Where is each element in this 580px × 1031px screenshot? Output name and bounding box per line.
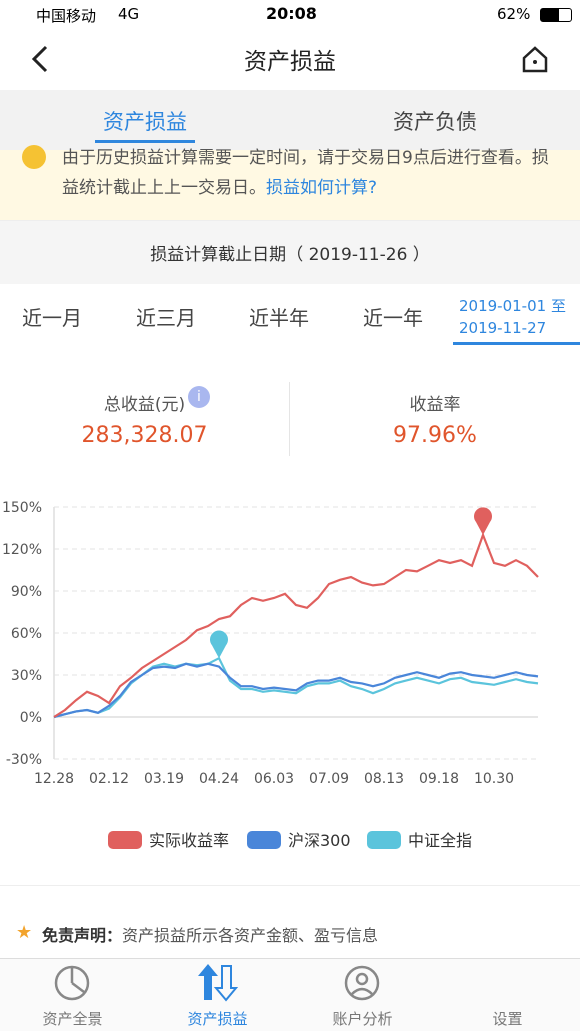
period[interactable]: 近一月 bbox=[22, 306, 82, 330]
page-title: 资产损益 bbox=[244, 49, 336, 75]
carrier: 中国移动 bbox=[36, 7, 97, 25]
disclaimer-title: 免责声明： bbox=[42, 926, 123, 945]
tab[interactable]: 资产负债 bbox=[393, 110, 477, 134]
separator bbox=[0, 885, 580, 886]
stat-label: 收益率 bbox=[409, 395, 461, 415]
bottom-nav bbox=[0, 958, 580, 1031]
stat-value: 283,328.07 bbox=[81, 423, 208, 448]
x-tick-label: 12.28 bbox=[34, 771, 74, 787]
back-button[interactable] bbox=[28, 44, 52, 74]
nav-item[interactable]: 资产全景 bbox=[42, 1010, 103, 1028]
network: 4G bbox=[118, 5, 140, 23]
period[interactable]: 近三月 bbox=[136, 306, 196, 330]
disclaimer-text: 资产损益所示各资产金额、盈亏信息 bbox=[122, 926, 379, 945]
y-tick-label: 30% bbox=[11, 668, 42, 684]
x-tick-label: 06.03 bbox=[254, 771, 294, 787]
nav-icon bbox=[54, 965, 90, 1001]
x-tick-label: 04.24 bbox=[199, 771, 239, 787]
series-line bbox=[53, 662, 539, 719]
y-tick-label: -30% bbox=[6, 752, 42, 768]
battery: 62% bbox=[497, 5, 531, 23]
info-icon[interactable]: i bbox=[188, 386, 210, 408]
y-tick-label: 120% bbox=[2, 542, 42, 558]
cutoff-date: （ 2019-11-26 ） bbox=[286, 245, 430, 265]
peak-marker bbox=[210, 630, 228, 659]
x-tick-label: 08.13 bbox=[364, 771, 404, 787]
legend-swatch bbox=[247, 831, 281, 849]
range-sep: 至 bbox=[550, 297, 566, 315]
x-tick-label: 07.09 bbox=[309, 771, 349, 787]
y-tick-label: 150% bbox=[2, 500, 42, 516]
star-icon: ★ bbox=[16, 922, 33, 943]
battery-icon bbox=[540, 8, 572, 22]
y-tick-label: 0% bbox=[20, 710, 42, 726]
x-tick-label: 10.30 bbox=[474, 771, 514, 787]
notice-link[interactable]: 损益如何计算? bbox=[266, 178, 378, 198]
custom-range[interactable]: 2019-01-01 至 2019-11-27 bbox=[459, 295, 566, 339]
legend-swatch bbox=[367, 831, 401, 849]
tab-active[interactable]: 资产损益 bbox=[103, 110, 187, 134]
cutoff-label: 损益计算截止日期 bbox=[150, 245, 287, 265]
range-end: 2019-11-27 bbox=[459, 319, 547, 337]
legend-label: 中证全指 bbox=[408, 831, 472, 850]
nav-icon-active bbox=[198, 964, 239, 1002]
period[interactable]: 近一年 bbox=[363, 306, 423, 330]
chart: -30% 0% 30% 60% 90% 120% 150% 12.28 02.12 03.19 04… bbox=[2, 500, 539, 850]
period-indicator bbox=[453, 342, 580, 345]
legend-label: 沪深300 bbox=[288, 831, 351, 850]
y-tick-label: 90% bbox=[11, 584, 42, 600]
x-tick-label: 09.18 bbox=[419, 771, 459, 787]
legend-label: 实际收益率 bbox=[149, 831, 229, 850]
tab-indicator bbox=[95, 140, 195, 143]
stat-label: 总收益(元) bbox=[103, 395, 186, 415]
time: 20:08 bbox=[266, 4, 317, 23]
period[interactable]: 近半年 bbox=[249, 306, 309, 330]
nav-item-active[interactable]: 资产损益 bbox=[187, 1010, 248, 1028]
x-tick-label: 02.12 bbox=[89, 771, 129, 787]
notice-text: 由于历史损益计算需要一定时间，请于交易日9点后进行查看。损益统计截止上上一交易日… bbox=[62, 143, 562, 203]
legend-swatch bbox=[108, 831, 142, 849]
y-tick-label: 60% bbox=[11, 626, 42, 642]
stat-value: 97.96% bbox=[393, 423, 477, 448]
nav-icon bbox=[344, 965, 380, 1001]
disclaimer: 免责声明：资产损益所示各资产金额、盈亏信息 bbox=[42, 922, 378, 946]
home-button[interactable] bbox=[520, 44, 550, 74]
cutoff-row bbox=[0, 220, 580, 284]
range-start: 2019-01-01 bbox=[459, 297, 547, 315]
notice-box bbox=[0, 150, 580, 220]
nav-item[interactable]: 账户分析 bbox=[332, 1010, 393, 1028]
x-tick-label: 03.19 bbox=[144, 771, 184, 787]
cutoff-text: 损益计算截止日期（ 2019-11-26 ） bbox=[0, 240, 580, 265]
divider bbox=[289, 382, 290, 456]
nav-item[interactable]: 设置 bbox=[492, 1010, 523, 1028]
notice-icon bbox=[22, 145, 46, 169]
series-line bbox=[53, 531, 539, 718]
notice-body: 由于历史损益计算需要一定时间，请于交易日9点后进行查看。损益统计截止上上一交易日… bbox=[62, 148, 549, 198]
peak-marker bbox=[474, 507, 492, 535]
